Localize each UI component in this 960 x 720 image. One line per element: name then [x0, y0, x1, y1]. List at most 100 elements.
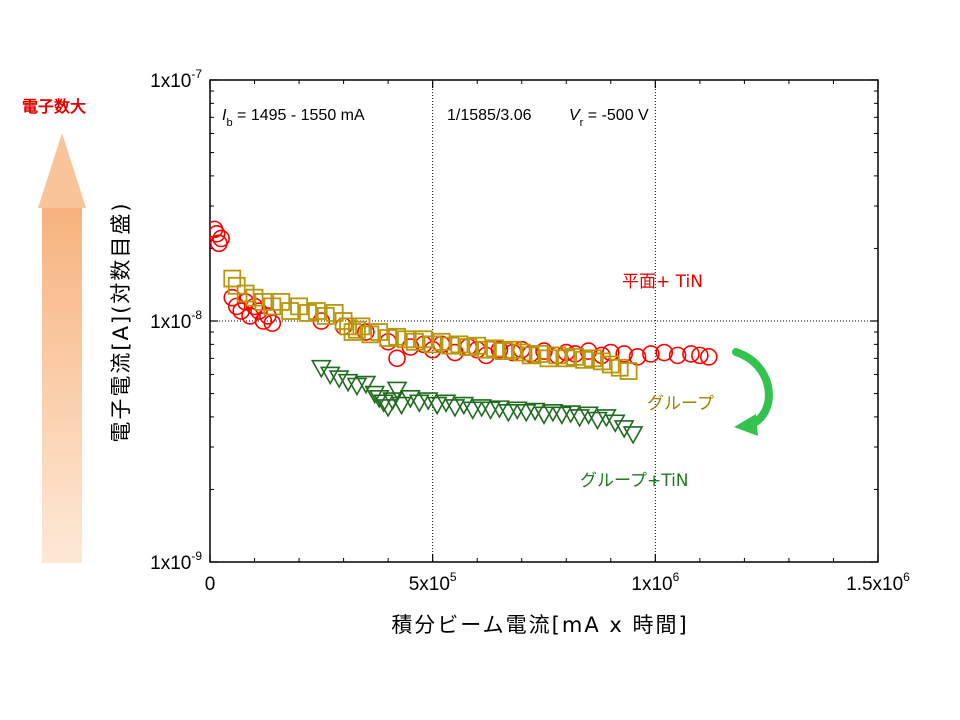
- x-tick-label: 0: [205, 574, 216, 595]
- data-point-triangle-down: [524, 402, 546, 422]
- data-point-triangle-down: [337, 373, 359, 393]
- condition-annotation: 1/1585/3.06: [447, 107, 532, 124]
- data-point-circle: [699, 348, 718, 366]
- series-label-groove: グループ: [647, 394, 714, 414]
- data-point-triangle-down: [368, 390, 390, 409]
- data-point-square: [414, 330, 433, 349]
- data-point-triangle-down: [489, 400, 510, 419]
- data-point-square: [503, 340, 522, 359]
- data-point-square: [557, 349, 576, 368]
- data-point-square: [307, 302, 326, 320]
- data-point-square: [272, 293, 291, 311]
- data-point-square: [254, 293, 273, 311]
- data-point-square: [245, 288, 264, 307]
- data-point-square: [592, 352, 611, 371]
- data-point-circle: [668, 346, 687, 365]
- data-point-square: [388, 327, 406, 346]
- data-point-circle: [655, 343, 674, 362]
- data-point-triangle-down: [426, 396, 448, 416]
- data-point-square: [539, 349, 558, 368]
- data-point-square: [601, 355, 620, 374]
- data-point-square: [459, 338, 478, 356]
- data-point-triangle-down: [408, 394, 430, 413]
- data-point-circle: [227, 297, 246, 316]
- data-point-triangle-down: [435, 394, 457, 413]
- y-tick-label: 1x10-7: [150, 67, 202, 92]
- data-point-triangle-down: [346, 377, 368, 397]
- data-point-triangle-down: [560, 405, 582, 424]
- x-tick-label: 1x106: [631, 570, 679, 595]
- data-point-triangle-down: [498, 403, 519, 423]
- data-point-triangle-down: [542, 403, 564, 423]
- data-point-square: [423, 335, 442, 354]
- data-point-square: [379, 329, 398, 347]
- data-point-square: [405, 332, 424, 351]
- data-point-square: [316, 306, 335, 325]
- data-point-triangle-down: [569, 409, 590, 428]
- data-point-square: [575, 350, 593, 369]
- data-point-circle: [357, 323, 375, 341]
- data-point-circle: [388, 349, 406, 368]
- data-point-square: [619, 362, 638, 380]
- data-point-circle: [615, 345, 633, 363]
- data-point-circle: [254, 312, 273, 330]
- data-point-square: [468, 336, 487, 355]
- data-point-circle: [628, 348, 647, 366]
- data-point-square: [548, 346, 567, 365]
- data-point-circle: [642, 345, 660, 363]
- data-point-triangle-down: [444, 399, 466, 418]
- data-point-square: [495, 342, 513, 361]
- data-point-square: [512, 343, 531, 362]
- y-axis-title: 電子電流[A](対数目盛): [109, 201, 133, 442]
- data-point-square: [584, 349, 602, 368]
- data-marks: [210, 220, 718, 445]
- data-point-square: [343, 323, 362, 341]
- y-tick-label: 1x10-9: [150, 549, 202, 574]
- series-label-flat-tin: 平面+ TiN: [622, 272, 703, 292]
- data-point-square: [477, 340, 496, 359]
- data-point-triangle-down: [355, 375, 377, 395]
- data-point-square: [610, 358, 629, 377]
- data-point-square: [432, 332, 451, 351]
- data-point-square: [281, 302, 300, 320]
- data-point-square: [530, 345, 549, 363]
- up-arrow-icon: [38, 133, 86, 563]
- grid: [210, 80, 878, 562]
- data-point-triangle-down: [613, 420, 635, 439]
- data-point-triangle-down: [471, 399, 493, 418]
- side-label: 電子数大: [22, 97, 86, 116]
- data-point-square: [521, 346, 540, 365]
- data-point-triangle-down: [417, 392, 439, 411]
- data-point-square: [397, 330, 415, 349]
- data-point-triangle-down: [391, 396, 412, 416]
- data-point-square: [361, 325, 380, 344]
- data-point-triangle-down: [506, 401, 528, 420]
- data-point-triangle-down: [604, 414, 626, 433]
- data-point-triangle-down: [328, 370, 350, 389]
- data-point-triangle-down: [533, 406, 555, 425]
- data-point-triangle-down: [400, 390, 421, 409]
- data-point-square: [566, 347, 585, 366]
- data-point-square: [450, 335, 469, 354]
- data-point-circle: [490, 340, 509, 359]
- x-tick-label: 5x105: [409, 570, 457, 595]
- beam-current-annotation: Ib = 1495 - 1550 mA: [222, 107, 365, 129]
- data-point-circle: [223, 288, 242, 307]
- curved-arrow-icon: [732, 348, 773, 436]
- data-point-circle: [691, 346, 709, 365]
- data-point-circle: [212, 229, 230, 248]
- data-point-triangle-down: [310, 359, 332, 379]
- x-tick-label: 1.5x106: [846, 570, 910, 595]
- data-point-square: [370, 323, 389, 341]
- data-point-triangle-down: [578, 406, 599, 425]
- data-point-triangle-down: [453, 396, 475, 416]
- data-point-square: [348, 320, 366, 339]
- series-label-groove-tin: グループ+TiN: [580, 471, 689, 491]
- voltage-annotation: Vr = -500 V: [569, 107, 649, 129]
- tick-labels: 0 5x105 1x106 1.5x106 1x10-7 1x10-8 1x10-9: [150, 67, 910, 595]
- data-point-circle: [250, 302, 268, 320]
- data-point-square: [290, 297, 308, 316]
- x-axis-title: 積分ビーム電流[mA x 時間]: [391, 613, 688, 637]
- data-point-triangle-down: [373, 394, 395, 413]
